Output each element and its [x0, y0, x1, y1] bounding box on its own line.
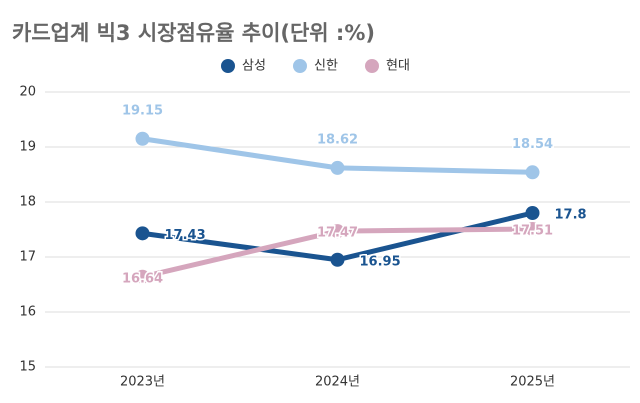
- legend-marker: [365, 59, 379, 73]
- legend-label: 현대: [386, 59, 410, 74]
- value-label: 18.54: [512, 137, 553, 152]
- x-tick-label: 2023년: [120, 375, 165, 390]
- y-tick-label: 15: [19, 360, 36, 375]
- value-label: 18.62: [317, 132, 358, 147]
- point: [330, 160, 345, 175]
- legend-label: 신한: [314, 59, 338, 74]
- y-tick-label: 20: [19, 85, 36, 100]
- chart-title: 카드업계 빅3 시장점유율 추이(단위 :%): [12, 21, 375, 45]
- point: [330, 252, 345, 267]
- point: [525, 221, 540, 236]
- value-label: 17.43: [165, 228, 206, 243]
- point: [330, 224, 345, 239]
- point: [135, 269, 150, 284]
- legend-marker: [293, 59, 307, 73]
- point: [135, 226, 150, 241]
- x-tick-label: 2024년: [315, 375, 360, 390]
- y-tick-label: 16: [19, 305, 36, 320]
- value-label: 16.64: [122, 271, 163, 286]
- value-label: 17.51: [512, 223, 553, 238]
- x-tick-label: 2025년: [510, 375, 555, 390]
- legend-label: 삼성: [242, 59, 266, 74]
- point: [525, 206, 540, 220]
- value-label: 17.8: [555, 208, 587, 223]
- value-label: 19.15: [122, 103, 163, 118]
- y-tick-label: 18: [19, 195, 36, 210]
- value-label: 17.47: [317, 226, 358, 241]
- y-tick-label: 19: [19, 140, 36, 155]
- point: [525, 165, 540, 180]
- value-label: 16.95: [360, 254, 401, 269]
- legend-marker: [221, 59, 235, 73]
- point: [135, 131, 150, 146]
- y-tick-label: 17: [19, 250, 36, 265]
